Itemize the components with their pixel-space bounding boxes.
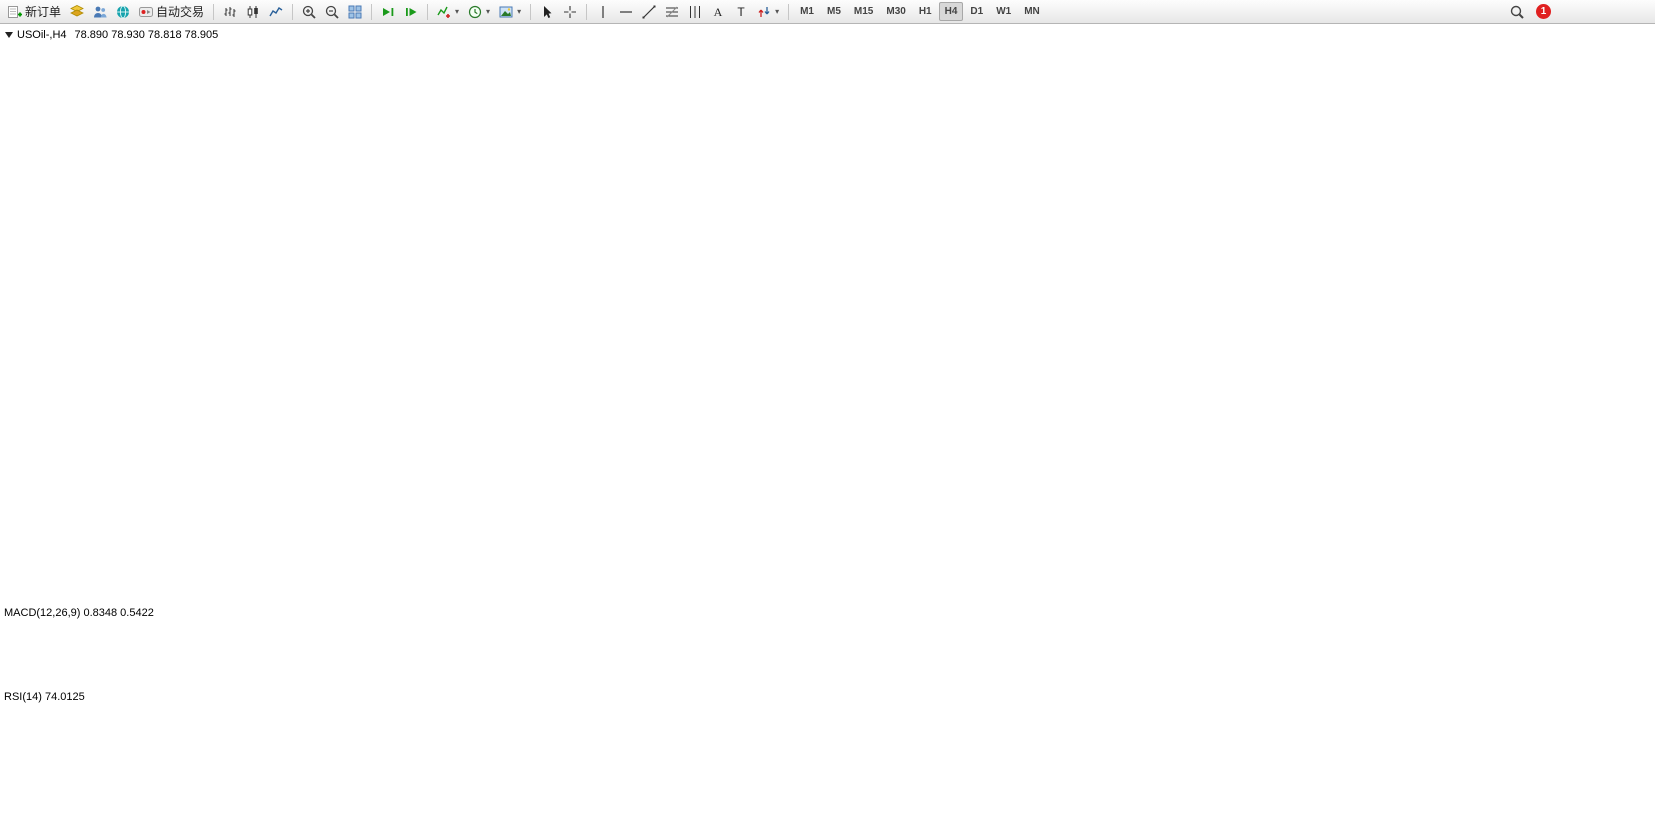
indicators-button[interactable]: ▾ [433, 1, 463, 23]
timeframe-mn-button[interactable]: MN [1024, 6, 1040, 17]
chart-shift-button[interactable] [400, 1, 422, 23]
magnifier-icon [1510, 5, 1524, 19]
rsi-panel[interactable] [0, 688, 1655, 766]
toolbar-separator [586, 3, 588, 20]
chart-ohlc-values: 78.890 78.930 78.818 78.905 [74, 29, 219, 41]
toolbar-separator [788, 3, 790, 20]
toolbar-separator [213, 3, 215, 20]
autotrade-icon [139, 6, 154, 17]
layers-icon [70, 4, 84, 16]
cycle-icon [690, 5, 701, 18]
timeframe-m5-button[interactable]: M5 [827, 6, 841, 17]
autotrading-button-label: 自动交易 [156, 5, 205, 19]
indicator-icon [437, 6, 451, 18]
toolbar-separator [292, 3, 294, 20]
timeframe-h4-button[interactable]: H4 [938, 2, 964, 21]
zoom-out-icon [325, 5, 339, 19]
timeframe-d1-button[interactable]: D1 [970, 6, 984, 17]
shift-icon [406, 7, 417, 16]
timeframe-m30-button[interactable]: M30 [886, 6, 906, 17]
svg-text:T: T [737, 5, 745, 19]
rsi-indicator-label: RSI(14) 74.0125 [4, 691, 85, 703]
clock-icon [468, 5, 482, 18]
main-chart[interactable] [0, 24, 1655, 604]
autoscroll-icon [383, 7, 394, 16]
community-button[interactable] [112, 1, 134, 23]
text-a-icon: A [714, 5, 723, 19]
vline-icon [602, 5, 604, 18]
toolbar-right-group: 1 [1506, 1, 1551, 23]
accounts-button[interactable] [89, 1, 111, 23]
tile-icon [348, 5, 362, 18]
bar-chart-button[interactable] [219, 1, 241, 23]
timeframe-m1-button[interactable]: M1 [800, 6, 814, 17]
auto-scroll-button[interactable] [377, 1, 399, 23]
timeframe-h1-button[interactable]: H1 [918, 6, 932, 17]
new-order-button-label: 新订单 [25, 5, 62, 19]
template-icon [499, 6, 513, 17]
chart-title: USOil-,H4 78.890 78.930 78.818 78.905 [5, 29, 218, 41]
text-button[interactable]: A [707, 1, 729, 23]
vertical-line-button[interactable] [592, 1, 614, 23]
text-t-icon: T [737, 5, 745, 19]
main-toolbar: 新订单 自动交易 ▾ ▾ ▾ A T ▾ M1 M5 M15 M30 H1 H4 D1 W1 MN 1 [0, 0, 1655, 24]
periods-button[interactable]: ▾ [464, 1, 494, 23]
timeframe-m15-button[interactable]: M15 [853, 6, 874, 17]
search-button[interactable] [1506, 1, 1528, 23]
time-axis[interactable] [0, 766, 1655, 792]
fibo-icon [666, 6, 679, 17]
cursor-icon [544, 5, 552, 18]
line-chart-button[interactable] [265, 1, 287, 23]
templates-button[interactable]: ▾ [495, 1, 525, 23]
zoom-in-icon [302, 5, 316, 19]
dropdown-caret-icon: ▾ [455, 7, 460, 16]
autotrading-button[interactable]: 自动交易 [135, 1, 208, 23]
macd-panel[interactable] [0, 604, 1655, 688]
trendline-button[interactable] [638, 1, 660, 23]
zoom-out-button[interactable] [321, 1, 343, 23]
arrows-icon [758, 6, 770, 17]
hline-icon [620, 10, 633, 13]
tile-windows-button[interactable] [344, 1, 366, 23]
notification-badge[interactable]: 1 [1536, 4, 1551, 19]
candles-icon [247, 5, 258, 18]
fibonacci-button[interactable] [661, 1, 683, 23]
dropdown-caret-icon: ▾ [775, 7, 780, 16]
globe-icon [117, 5, 130, 18]
one-click-trading-icon[interactable] [5, 32, 13, 39]
text-label-button[interactable]: T [730, 1, 752, 23]
toolbar-separator [427, 3, 429, 20]
linechart-icon [269, 6, 283, 16]
chart-symbol-period: USOil-,H4 [17, 29, 67, 41]
macd-indicator-label: MACD(12,26,9) 0.8348 0.5422 [4, 607, 154, 619]
dropdown-caret-icon: ▾ [517, 7, 522, 16]
new-order-button[interactable]: 新订单 [4, 1, 65, 23]
arrows-button[interactable]: ▾ [753, 1, 783, 23]
new-order-icon [8, 5, 22, 18]
people-icon [94, 6, 107, 17]
crosshair-button[interactable] [559, 1, 581, 23]
bars-icon [224, 6, 236, 17]
tline-icon [642, 5, 656, 18]
zoom-in-button[interactable] [298, 1, 320, 23]
cycle-lines-button[interactable] [684, 1, 706, 23]
chart-window: USOil-,H4 78.890 78.930 78.818 78.905 MAC… [0, 24, 1655, 833]
svg-text:A: A [714, 5, 723, 19]
crosshair-icon [564, 5, 577, 18]
timeframe-w1-button[interactable]: W1 [996, 6, 1012, 17]
toolbar-separator [371, 3, 373, 20]
cursor-button[interactable] [536, 1, 558, 23]
horizontal-line-button[interactable] [615, 1, 637, 23]
charts-profile-button[interactable] [66, 1, 88, 23]
candlestick-chart-button[interactable] [242, 1, 264, 23]
toolbar-separator [530, 3, 532, 20]
dropdown-caret-icon: ▾ [486, 7, 491, 16]
